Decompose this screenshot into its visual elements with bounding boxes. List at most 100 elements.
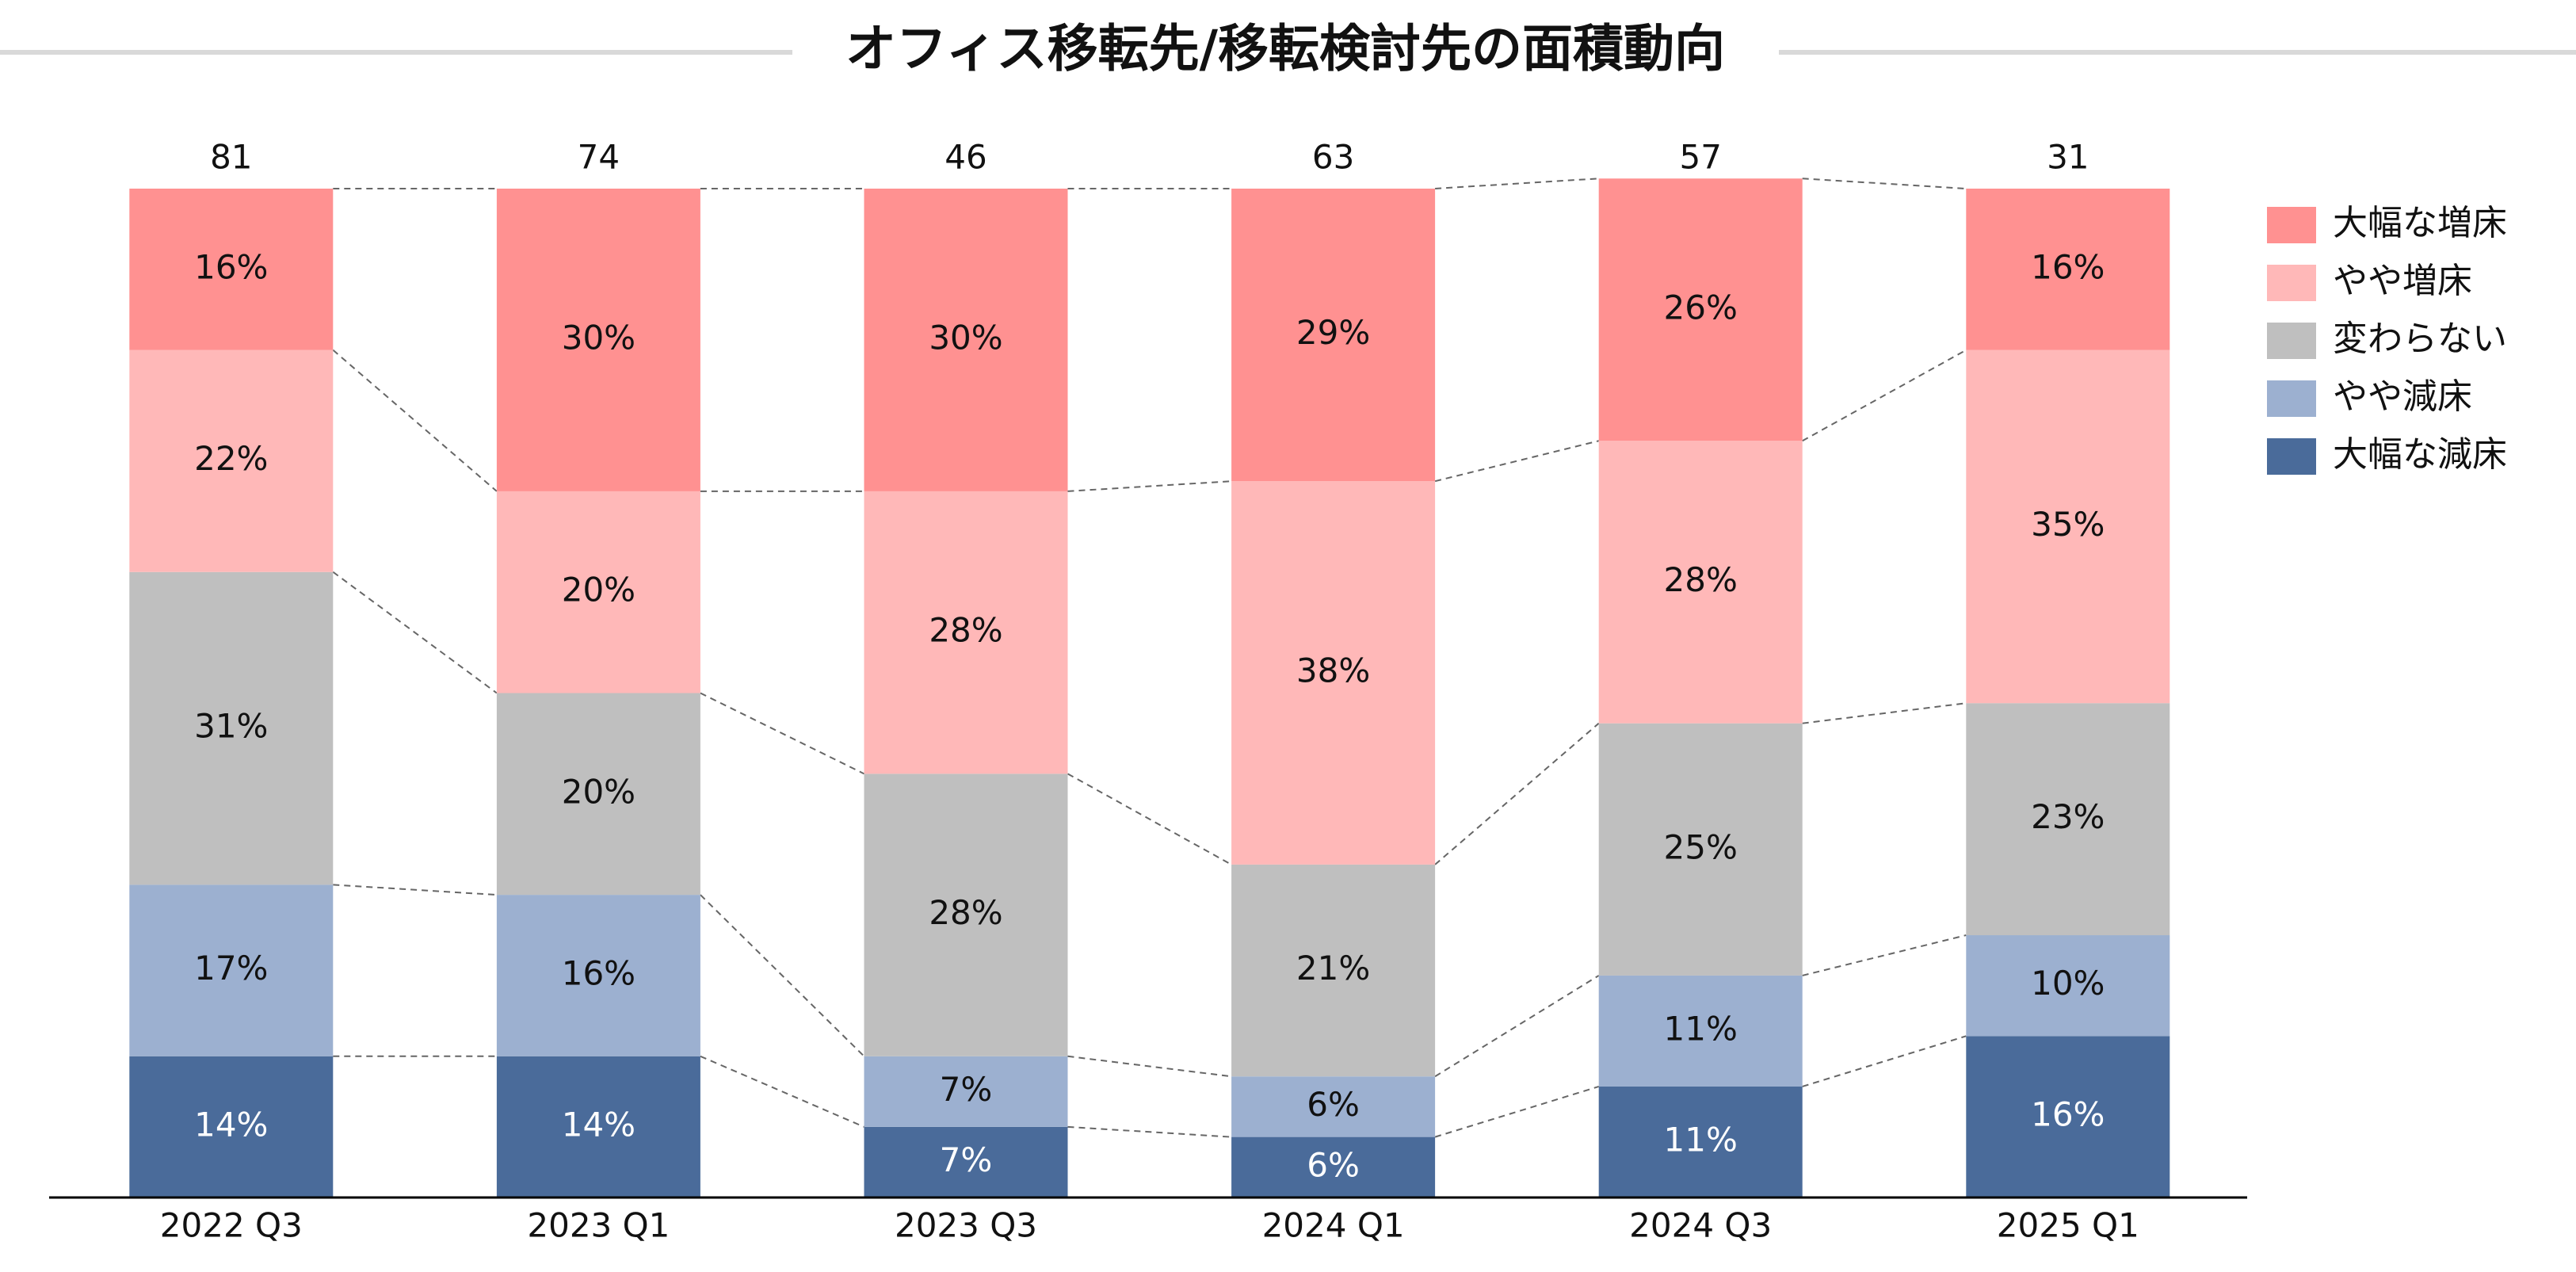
- total-label: 81: [210, 138, 252, 177]
- connector: [1067, 773, 1232, 865]
- data-label: 11%: [1664, 1009, 1738, 1048]
- bar-segment: [1966, 935, 2170, 1037]
- connector: [700, 692, 864, 775]
- data-label: 11%: [1664, 1120, 1738, 1159]
- bar-segment: [1231, 481, 1436, 865]
- data-label: 26%: [1664, 288, 1738, 327]
- data-label: 29%: [1296, 313, 1370, 352]
- legend-swatch: [2267, 265, 2316, 301]
- connector: [1434, 1086, 1599, 1138]
- data-label: 35%: [2031, 505, 2105, 544]
- connector: [1802, 178, 1967, 189]
- connector: [333, 884, 497, 896]
- connector: [1802, 1035, 1967, 1087]
- data-label: 22%: [194, 439, 268, 478]
- bar-segment: [864, 1056, 1068, 1127]
- bar-segment: [1598, 723, 1803, 976]
- data-label: 16%: [2031, 1095, 2105, 1134]
- data-label: 30%: [929, 318, 1002, 357]
- bar-segment: [129, 350, 334, 572]
- chart-title: オフィス移転先/移転検討先の面積動向: [845, 21, 1725, 79]
- bar-segment: [1966, 703, 2170, 936]
- data-label: 7%: [940, 1140, 993, 1179]
- bar-segment: [496, 895, 700, 1056]
- connector: [1434, 722, 1600, 865]
- bar-segment: [1598, 178, 1803, 441]
- data-label: 28%: [1664, 560, 1738, 599]
- x-tick-label: 2025 Q1: [1997, 1206, 2139, 1245]
- connector: [1802, 702, 1967, 724]
- bar-segment: [496, 1056, 700, 1198]
- total-label: 31: [2047, 138, 2089, 177]
- data-label: 7%: [940, 1070, 993, 1109]
- data-label: 20%: [562, 571, 635, 609]
- total-label: 63: [1312, 138, 1354, 177]
- x-tick-label: 2023 Q1: [527, 1206, 670, 1245]
- legend-swatch: [2267, 323, 2316, 359]
- data-label: 28%: [929, 893, 1002, 932]
- bar-segment: [1231, 189, 1436, 482]
- bar-segment: [1598, 441, 1803, 724]
- total-label: 57: [1679, 138, 1721, 177]
- data-label: 25%: [1664, 827, 1738, 866]
- bar-segment: [496, 189, 700, 491]
- connector: [1067, 1125, 1232, 1138]
- bar-segment: [1966, 1036, 2170, 1198]
- bar-segment: [1598, 975, 1803, 1087]
- connector: [1067, 1055, 1232, 1078]
- bar-segment: [864, 491, 1068, 774]
- data-label: 6%: [1307, 1085, 1360, 1124]
- data-label: 20%: [562, 772, 635, 811]
- data-label: 21%: [1296, 949, 1370, 987]
- data-label: 16%: [194, 247, 268, 286]
- connector: [1802, 349, 1967, 442]
- legend-swatch: [2267, 380, 2316, 417]
- connector: [1067, 480, 1232, 492]
- bar-segment: [496, 693, 700, 896]
- data-label: 30%: [562, 318, 635, 357]
- connector: [332, 349, 498, 492]
- bar-segment: [129, 571, 334, 885]
- connector: [700, 894, 865, 1057]
- data-label: 6%: [1307, 1145, 1360, 1184]
- bar-segment: [864, 1126, 1068, 1198]
- legend-label: 大幅な増床: [2333, 203, 2507, 243]
- bar-segment: [1231, 1076, 1436, 1137]
- bar-segment: [129, 884, 334, 1056]
- data-label: 38%: [1296, 651, 1370, 690]
- x-tick-label: 2024 Q1: [1262, 1206, 1405, 1245]
- data-label: 31%: [194, 707, 268, 746]
- data-label: 10%: [2031, 964, 2105, 1003]
- data-label: 23%: [2031, 797, 2105, 836]
- bar-segment: [1231, 864, 1436, 1077]
- total-label: 74: [578, 138, 620, 177]
- bar-segment: [1966, 189, 2170, 350]
- legend-label: 大幅な減床: [2333, 434, 2507, 475]
- data-label: 28%: [929, 611, 1002, 650]
- connector: [700, 1055, 864, 1128]
- x-tick-label: 2022 Q3: [160, 1206, 303, 1245]
- bar-segment: [129, 189, 334, 350]
- legend-swatch: [2267, 438, 2316, 475]
- bar-segment: [1231, 1136, 1436, 1198]
- connector: [1435, 178, 1599, 189]
- connector: [1434, 440, 1599, 483]
- connector: [1802, 934, 1967, 976]
- bar-segment: [496, 491, 700, 693]
- bar-segment: [864, 189, 1068, 491]
- connector: [332, 571, 498, 694]
- legend-label: やや減床: [2333, 376, 2472, 417]
- bar-segment: [129, 1056, 334, 1198]
- data-label: 16%: [2031, 247, 2105, 286]
- x-tick-label: 2024 Q3: [1629, 1206, 1772, 1245]
- total-label: 46: [945, 138, 987, 177]
- legend-label: 変わらない: [2333, 319, 2507, 359]
- data-label: 14%: [562, 1105, 635, 1144]
- data-label: 16%: [562, 953, 635, 992]
- legend-label: やや増床: [2333, 261, 2472, 301]
- data-label: 14%: [194, 1105, 268, 1144]
- bar-segment: [864, 774, 1068, 1056]
- connector: [1434, 975, 1600, 1078]
- data-label: 17%: [194, 949, 268, 987]
